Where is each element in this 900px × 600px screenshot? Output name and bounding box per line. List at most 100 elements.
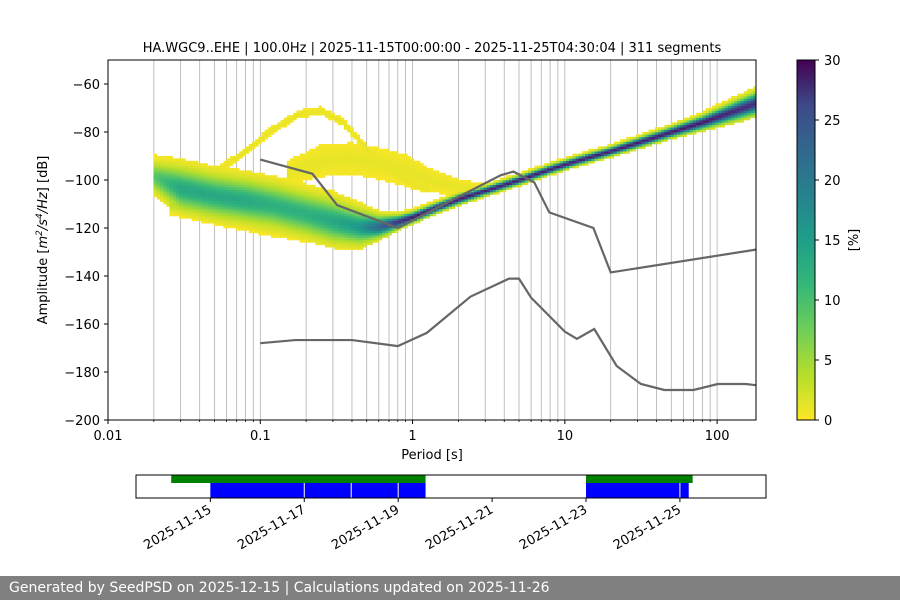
psd-cell [207, 194, 212, 198]
psd-cell [388, 211, 392, 214]
psd-cell [245, 189, 250, 193]
psd-cell [274, 124, 278, 128]
psd-cell [394, 180, 399, 183]
psd-cell [692, 122, 697, 126]
psd-cell [198, 216, 202, 219]
psd-cell [299, 230, 304, 234]
psd-cell [743, 100, 748, 104]
psd-cell [480, 196, 484, 200]
psd-cell [721, 108, 725, 111]
psd-cell [245, 146, 250, 150]
psd-cell [397, 218, 402, 222]
psd-cell [315, 172, 319, 176]
psd-cell [188, 189, 192, 193]
psd-cell [277, 220, 281, 224]
psd-cell [385, 177, 389, 181]
psd-cell [229, 208, 234, 212]
psd-cell [296, 223, 300, 226]
psd-cell [401, 218, 405, 222]
psd-cell [572, 153, 576, 157]
psd-cell [321, 189, 326, 193]
psd-cell [201, 170, 205, 174]
psd-cell [343, 156, 348, 159]
psd-cell [280, 228, 284, 231]
psd-cell [182, 187, 186, 190]
psd-cell [388, 172, 392, 176]
psd-cell [658, 132, 662, 135]
psd-cell [375, 148, 380, 152]
psd-cell [312, 184, 316, 188]
psd-cell [426, 168, 430, 171]
psd-cell [232, 184, 237, 188]
psd-cell [302, 110, 307, 114]
psd-cell [359, 244, 364, 248]
psd-cell [350, 163, 354, 166]
psd-cell [337, 213, 342, 217]
psd-cell [163, 182, 167, 186]
psd-cell [248, 170, 253, 174]
psd-cell [680, 122, 684, 126]
psd-cell [382, 170, 386, 174]
psd-cell [318, 208, 323, 212]
psd-cell [740, 115, 745, 118]
psd-cell [293, 180, 297, 183]
psd-cell [321, 220, 326, 224]
psd-cell [547, 168, 551, 171]
psd-cell [204, 199, 208, 202]
psd-cell [210, 184, 215, 188]
psd-cell [337, 242, 342, 246]
psd-cell [248, 206, 253, 210]
psd-cell [401, 182, 405, 186]
psd-cell [229, 172, 234, 176]
psd-cell [413, 211, 418, 214]
psd-cell [334, 208, 338, 212]
psd-cell [356, 225, 361, 229]
psd-cell [569, 163, 573, 166]
psd-cell [315, 201, 319, 205]
psd-cell [734, 105, 738, 109]
psd-cell [394, 211, 399, 214]
psd-cell [366, 242, 370, 246]
psd-cell [356, 168, 361, 171]
psd-cell [718, 108, 722, 111]
psd-cell [455, 194, 459, 198]
psd-cell [435, 177, 440, 181]
psd-cell [274, 208, 278, 212]
psd-cell [639, 134, 643, 138]
psd-cell [258, 216, 262, 219]
psd-cell [169, 187, 173, 190]
psd-cell [213, 168, 218, 171]
psd-cell [198, 189, 202, 193]
psd-cell [397, 177, 402, 181]
psd-cell [337, 151, 342, 154]
psd-cell [185, 168, 189, 171]
psd-cell [163, 163, 167, 166]
psd-cell [182, 204, 186, 207]
psd-cell [439, 182, 443, 186]
psd-cell [521, 177, 526, 181]
psd-cell [746, 103, 751, 106]
psd-cell [388, 170, 392, 174]
y-tick-label: −80 [73, 126, 100, 141]
psd-cell [309, 151, 313, 154]
psd-cell [566, 165, 570, 169]
psd-cell [201, 172, 205, 176]
psd-cell [353, 218, 357, 222]
psd-cell [312, 189, 316, 193]
psd-cell [737, 100, 741, 104]
psd-cell [277, 218, 281, 222]
psd-cell [261, 199, 265, 202]
psd-cell [217, 206, 221, 210]
psd-cell [315, 216, 319, 219]
psd-cell [242, 180, 246, 183]
psd-cell [156, 172, 161, 176]
psd-cell [271, 201, 275, 205]
psd-cell [477, 182, 481, 186]
psd-cell [702, 122, 706, 126]
psd-cell [353, 148, 357, 152]
psd-cell [423, 189, 427, 193]
psd-cell [521, 182, 526, 186]
psd-cell [404, 208, 408, 212]
psd-cell [305, 108, 310, 111]
psd-cell [201, 163, 205, 166]
